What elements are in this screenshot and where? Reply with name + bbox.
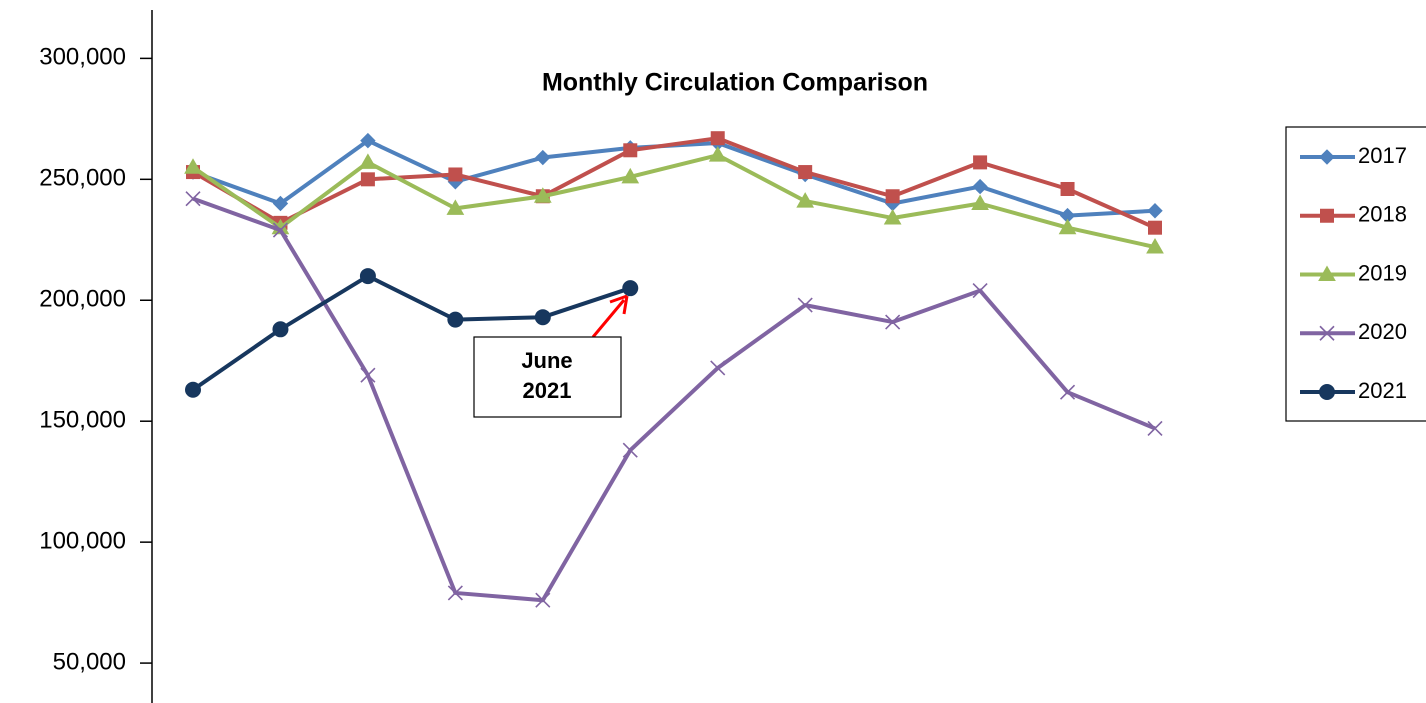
marker bbox=[360, 367, 376, 383]
marker bbox=[1147, 203, 1163, 219]
marker bbox=[272, 222, 289, 238]
legend-label: 2018 bbox=[1358, 202, 1407, 227]
y-tick-label: 300,000 bbox=[39, 44, 126, 71]
marker bbox=[272, 321, 289, 338]
series-line bbox=[191, 153, 1156, 249]
marker bbox=[534, 309, 551, 326]
marker bbox=[359, 268, 376, 285]
marker bbox=[1147, 420, 1163, 437]
y-tick-label: 50,000 bbox=[53, 648, 126, 675]
marker bbox=[446, 199, 465, 215]
marker bbox=[359, 153, 377, 169]
marker bbox=[798, 165, 813, 180]
marker bbox=[973, 155, 988, 170]
legend-label: 2017 bbox=[1358, 143, 1407, 168]
series-line bbox=[192, 196, 1156, 603]
marker bbox=[972, 178, 988, 195]
marker bbox=[885, 314, 901, 330]
marker bbox=[622, 280, 639, 297]
y-tick-label: 250,000 bbox=[39, 165, 126, 192]
marker bbox=[1319, 149, 1335, 165]
marker bbox=[1059, 384, 1076, 400]
marker bbox=[1058, 218, 1077, 235]
marker bbox=[885, 189, 900, 204]
marker bbox=[621, 167, 640, 184]
marker bbox=[710, 131, 725, 146]
marker bbox=[535, 592, 551, 608]
marker bbox=[360, 172, 375, 187]
marker bbox=[1320, 208, 1334, 223]
marker bbox=[535, 149, 551, 166]
marker bbox=[796, 192, 815, 208]
marker bbox=[622, 442, 638, 458]
marker bbox=[710, 360, 726, 376]
marker bbox=[972, 283, 988, 299]
annotation-box bbox=[473, 336, 622, 418]
annotation-text: 2021 bbox=[523, 378, 572, 403]
y-tick-label: 150,000 bbox=[39, 407, 126, 434]
series-line bbox=[191, 274, 631, 392]
marker bbox=[360, 132, 376, 149]
y-tick-label: 100,000 bbox=[39, 527, 126, 554]
series-line bbox=[192, 138, 1156, 218]
marker bbox=[797, 297, 813, 313]
marker bbox=[1319, 384, 1335, 400]
marker bbox=[185, 381, 201, 398]
marker bbox=[447, 585, 463, 601]
annotation-arrowhead bbox=[609, 294, 629, 315]
marker bbox=[185, 191, 201, 207]
chart-title: Monthly Circulation Comparison bbox=[542, 69, 928, 97]
marker bbox=[623, 143, 638, 158]
marker bbox=[971, 194, 989, 211]
marker bbox=[447, 311, 464, 328]
marker bbox=[1146, 238, 1164, 254]
marker bbox=[708, 146, 727, 162]
y-tick-label: 200,000 bbox=[39, 286, 126, 313]
marker bbox=[1148, 220, 1162, 235]
marker bbox=[533, 187, 552, 203]
marker bbox=[1060, 181, 1075, 196]
series-line bbox=[191, 136, 1156, 230]
marker bbox=[272, 195, 289, 212]
marker bbox=[1318, 265, 1336, 281]
legend-label: 2019 bbox=[1358, 260, 1407, 285]
legend: 2017 2018 2019 2020 2021 bbox=[1285, 126, 1426, 422]
marker bbox=[883, 209, 902, 225]
marker bbox=[184, 158, 202, 174]
legend-label: 2020 bbox=[1358, 319, 1407, 344]
marker bbox=[1319, 325, 1335, 341]
legend-label: 2021 bbox=[1358, 378, 1407, 403]
annotation-text: June bbox=[521, 348, 572, 373]
annotation-arrow bbox=[591, 299, 626, 338]
marker bbox=[448, 167, 463, 182]
